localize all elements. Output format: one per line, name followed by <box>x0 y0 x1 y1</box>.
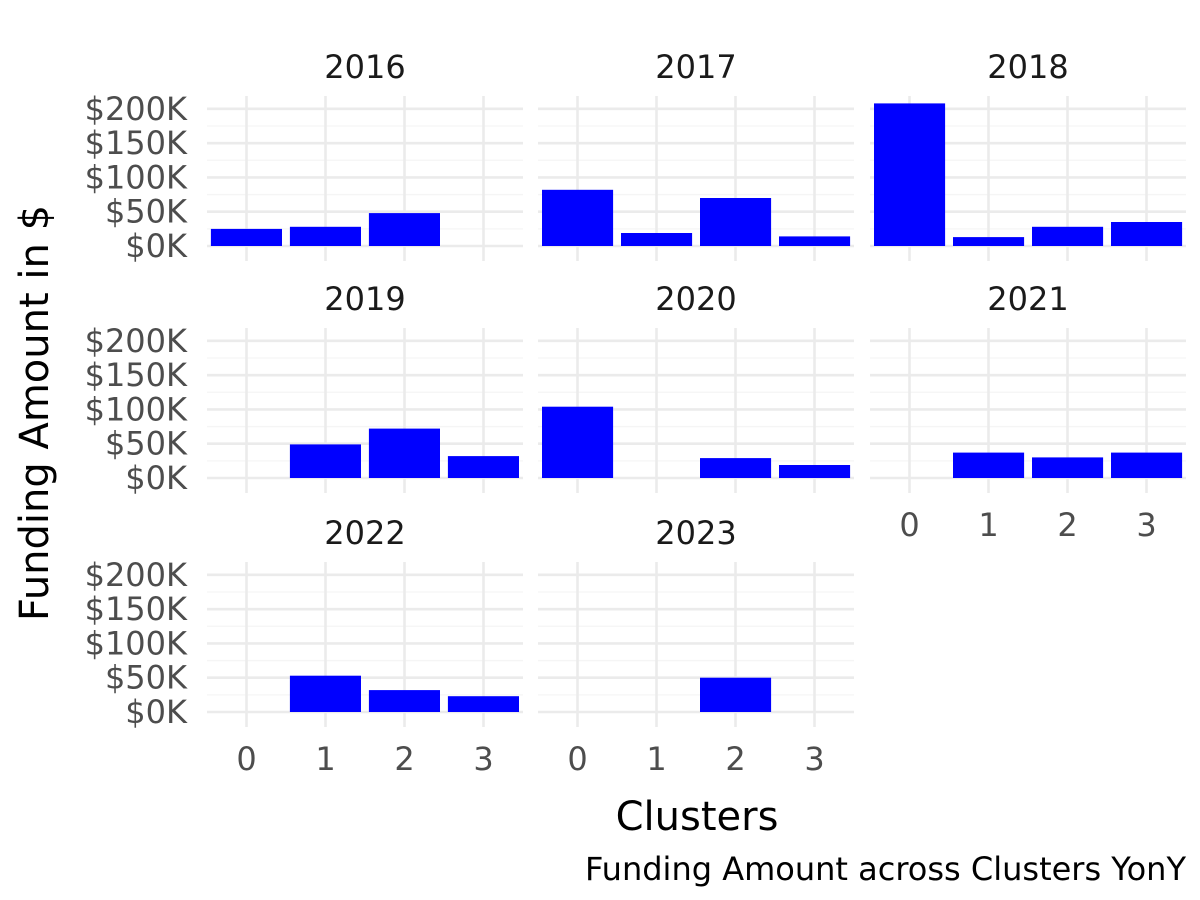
axis-layer: $0K$50K$100K$150K$200K$0K$50K$100K$150K$… <box>85 90 1157 778</box>
y-tick-label: $0K <box>125 693 188 731</box>
x-tick-label: 3 <box>804 740 824 778</box>
facet-title-2021: 2021 <box>987 280 1068 318</box>
facet-panel-2022: 2022 <box>207 514 523 727</box>
bar-2019-cluster-3 <box>447 456 519 478</box>
bar-2018-cluster-1 <box>953 237 1025 246</box>
facet-title-2020: 2020 <box>655 280 736 318</box>
facet-title-2023: 2023 <box>655 514 736 552</box>
facet-panel-2018: 2018 <box>870 48 1186 261</box>
facet-panel-2017: 2017 <box>538 48 854 261</box>
y-tick-label: $200K <box>85 90 188 128</box>
y-tick-label: $100K <box>85 390 188 428</box>
bar-2019-cluster-1 <box>289 444 361 478</box>
bar-2021-cluster-1 <box>953 452 1025 478</box>
bar-2018-cluster-3 <box>1111 222 1183 246</box>
x-tick-label: 3 <box>1136 506 1156 544</box>
x-tick-label: 3 <box>473 740 493 778</box>
bar-2023-cluster-2 <box>700 677 772 712</box>
facet-panel-2019: 2019 <box>207 280 523 493</box>
bar-2016-cluster-1 <box>289 226 361 246</box>
y-tick-label: $0K <box>125 459 188 497</box>
facet-panel-2021: 2021 <box>870 280 1186 493</box>
y-tick-label: $100K <box>85 158 188 196</box>
y-tick-label: $200K <box>85 322 188 360</box>
x-tick-label: 0 <box>899 506 919 544</box>
facet-title-2018: 2018 <box>987 48 1068 86</box>
bar-2021-cluster-3 <box>1111 452 1183 478</box>
chart-caption: Funding Amount across Clusters YonY <box>585 850 1186 888</box>
y-tick-label: $150K <box>85 124 188 162</box>
bar-2017-cluster-2 <box>700 198 772 246</box>
panels-layer: 2016 2017 2018 2019 2020 2021 2022 2023 <box>207 48 1186 727</box>
bar-2020-cluster-3 <box>779 465 851 478</box>
facet-title-2017: 2017 <box>655 48 736 86</box>
x-tick-label: 2 <box>394 740 414 778</box>
y-axis-title: Funding Amount in $ <box>12 205 58 621</box>
y-tick-label: $100K <box>85 624 188 662</box>
bar-2017-cluster-3 <box>779 236 851 246</box>
y-tick-label: $50K <box>105 193 188 231</box>
y-tick-label: $50K <box>105 659 188 697</box>
bar-2018-cluster-2 <box>1032 226 1104 246</box>
facet-title-2022: 2022 <box>324 514 405 552</box>
bar-2022-cluster-1 <box>289 675 361 712</box>
bar-2016-cluster-2 <box>368 213 440 246</box>
bar-2022-cluster-3 <box>447 696 519 712</box>
y-tick-label: $200K <box>85 556 188 594</box>
facet-title-2016: 2016 <box>324 48 405 86</box>
bar-2022-cluster-2 <box>368 690 440 712</box>
x-axis-title: Clusters <box>616 794 779 840</box>
x-tick-label: 1 <box>646 740 666 778</box>
facet-title-2019: 2019 <box>324 280 405 318</box>
facet-panel-2016: 2016 <box>207 48 523 261</box>
bar-2019-cluster-2 <box>368 428 440 478</box>
bar-2017-cluster-0 <box>542 189 614 246</box>
facet-panel-2020: 2020 <box>538 280 854 493</box>
x-tick-label: 2 <box>1057 506 1077 544</box>
bar-2016-cluster-0 <box>210 228 282 246</box>
x-tick-label: 0 <box>567 740 587 778</box>
y-tick-label: $0K <box>125 227 188 265</box>
facet-panel-2023: 2023 <box>538 514 854 727</box>
bar-2018-cluster-0 <box>874 103 946 247</box>
bar-2021-cluster-2 <box>1032 457 1104 478</box>
bar-2017-cluster-1 <box>621 233 693 246</box>
x-tick-label: 0 <box>236 740 256 778</box>
bar-2020-cluster-0 <box>542 406 614 478</box>
x-tick-label: 1 <box>315 740 335 778</box>
y-tick-label: $150K <box>85 356 188 394</box>
bar-2020-cluster-2 <box>700 458 772 478</box>
x-tick-label: 2 <box>725 740 745 778</box>
x-tick-label: 1 <box>978 506 998 544</box>
y-tick-label: $150K <box>85 590 188 628</box>
y-tick-label: $50K <box>105 425 188 463</box>
